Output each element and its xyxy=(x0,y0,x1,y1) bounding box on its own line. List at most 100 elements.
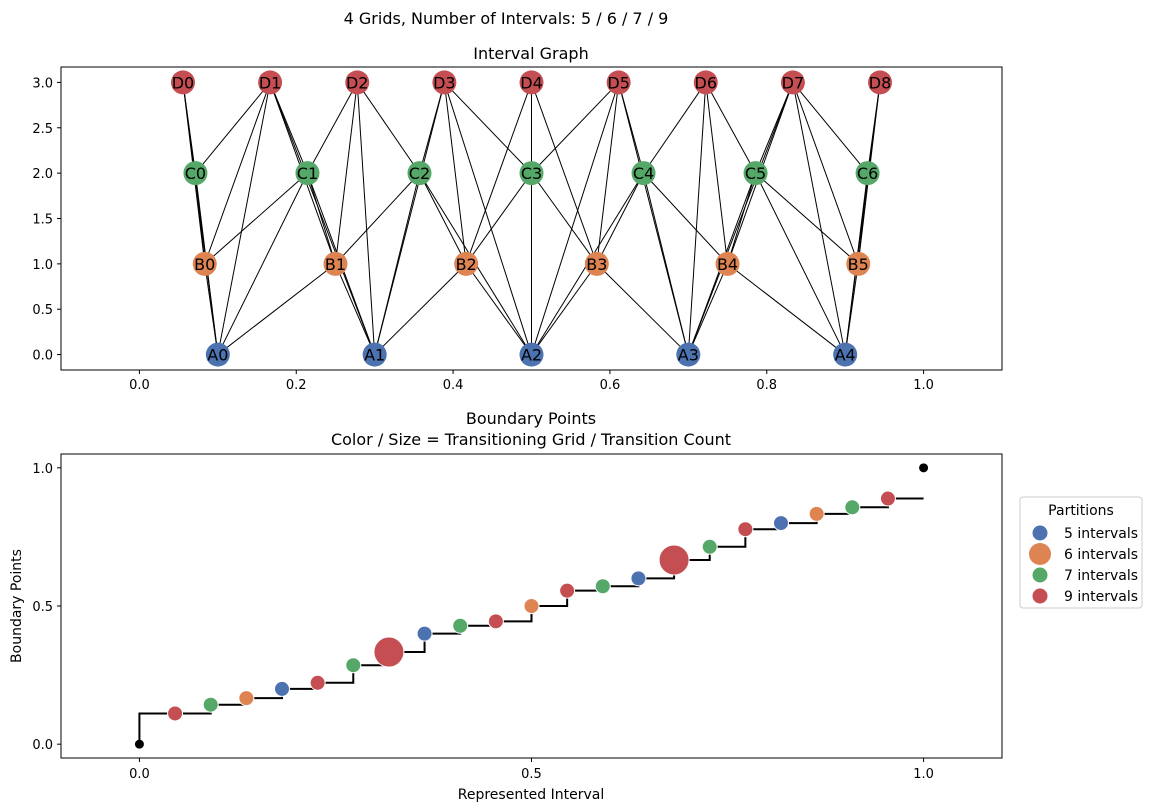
boundary-point xyxy=(487,613,504,630)
graph-node-A0 xyxy=(205,342,230,367)
graph-node-label-A3: A3 xyxy=(678,346,699,365)
y-tick-label: 1.5 xyxy=(32,213,53,228)
legend-label-6: 6 intervals xyxy=(1064,547,1138,563)
boundary-point xyxy=(416,625,433,642)
graph-edge-B4-D6 xyxy=(705,82,729,264)
legend-title: Partitions xyxy=(1048,503,1114,519)
graph-node-label-C5: C5 xyxy=(745,164,766,183)
graph-node-B0 xyxy=(192,251,217,276)
graph-edge-A2-B3 xyxy=(531,263,598,355)
graph-edge-A2-D3 xyxy=(443,82,532,355)
graph-node-D1 xyxy=(258,70,283,95)
graph-edge-B3-C4 xyxy=(596,172,644,265)
graph-node-D8 xyxy=(868,70,893,95)
boundary-point xyxy=(630,570,647,587)
boundary-points-x-axis: 0.0 0.5 1.0 xyxy=(129,758,934,782)
interval-graph-x-axis: 0.0 0.2 0.4 0.6 0.8 1.0 xyxy=(129,370,934,393)
graph-edge-C6-D8 xyxy=(867,82,881,174)
boundary-point xyxy=(559,582,576,599)
graph-node-label-D4: D4 xyxy=(520,73,543,92)
graph-edge-A4-B4 xyxy=(727,263,846,355)
y-tick-label: 0.0 xyxy=(32,738,53,753)
x-tick-label: 0.0 xyxy=(129,767,150,782)
legend-box xyxy=(1019,496,1143,609)
boundary-point xyxy=(238,690,255,707)
graph-node-label-C3: C3 xyxy=(521,164,542,183)
graph-node-D3 xyxy=(432,70,457,95)
graph-edge-A3-D5 xyxy=(618,82,689,355)
graph-edge-C5-D6 xyxy=(705,82,756,174)
graph-node-C2 xyxy=(407,161,432,186)
boundary-point xyxy=(737,521,754,538)
graph-edge-A1-D3 xyxy=(374,82,445,355)
graph-edge-B3-D4 xyxy=(531,82,598,265)
graph-edge-A1-D2 xyxy=(356,82,376,355)
graph-edge-B3-C3 xyxy=(531,172,598,265)
graph-node-label-C0: C0 xyxy=(185,164,206,183)
boundary-point xyxy=(167,705,184,722)
y-tick-label: 2.0 xyxy=(32,167,53,182)
graph-edge-B1-D2 xyxy=(334,82,358,264)
graph-node-A2 xyxy=(519,342,544,367)
graph-edge-A3-B4 xyxy=(687,263,729,355)
graph-node-C0 xyxy=(183,161,208,186)
boundary-step-path xyxy=(138,497,924,745)
graph-node-label-B5: B5 xyxy=(848,255,869,274)
interval-graph-edges xyxy=(182,82,881,355)
graph-node-A1 xyxy=(362,342,387,367)
legend-label-9: 9 intervals xyxy=(1064,589,1138,605)
y-tick-label: 1.0 xyxy=(32,462,53,477)
graph-edge-B5-C5 xyxy=(755,172,859,265)
graph-node-label-D8: D8 xyxy=(869,73,892,92)
legend-marker-6 xyxy=(1029,543,1051,565)
graph-edge-C0-D1 xyxy=(195,82,271,174)
boundary-point xyxy=(202,696,219,713)
graph-node-C6 xyxy=(855,161,880,186)
graph-node-D6 xyxy=(693,70,718,95)
x-tick-label: 0.5 xyxy=(521,767,542,782)
interval-graph-panel: Interval Graph A0 A1 A2 A3 A4 B0 B1 B2 B3 B4 B5 C0 C… xyxy=(32,44,1003,393)
y-tick-label: 3.0 xyxy=(32,76,53,91)
legend-marker-7 xyxy=(1032,567,1048,583)
graph-edge-A2-B2 xyxy=(465,263,532,355)
boundary-step-line xyxy=(138,497,924,745)
graph-edge-C0-D0 xyxy=(182,82,196,174)
graph-edge-A0-C1 xyxy=(217,172,308,355)
graph-node-label-B1: B1 xyxy=(325,255,346,274)
interval-graph-y-axis: 0.0 0.5 1.0 1.5 2.0 2.5 3.0 xyxy=(32,76,61,364)
interval-graph-nodes: A0 A1 A2 A3 A4 B0 B1 B2 B3 B4 B5 C0 C1 C2 C3 C4 C5 C6 D0 D1… xyxy=(170,70,893,367)
legend-marker-9 xyxy=(1032,588,1048,604)
boundary-point xyxy=(594,578,611,595)
figure-suptitle: 4 Grids, Number of Intervals: 5 / 6 / 7 … xyxy=(344,9,669,28)
y-tick-label: 1.0 xyxy=(32,258,53,273)
boundary-points-ylabel: Boundary Points xyxy=(9,549,25,663)
graph-edge-B0-C1 xyxy=(204,172,308,265)
graph-edge-B1-C2 xyxy=(335,172,420,265)
boundary-point xyxy=(808,505,825,522)
graph-node-B1 xyxy=(323,251,348,276)
boundary-points-panel: Boundary Points Color / Size = Transitio… xyxy=(9,409,1143,803)
x-tick-label: 0.4 xyxy=(443,378,464,393)
graph-edge-A1-B1 xyxy=(334,263,376,355)
x-tick-label: 0.8 xyxy=(756,378,777,393)
graph-edge-A3-B3 xyxy=(596,263,689,355)
graph-node-label-A1: A1 xyxy=(364,346,385,365)
boundary-point xyxy=(452,617,469,634)
boundary-point xyxy=(345,657,362,674)
boundary-points-title: Boundary Points xyxy=(466,409,596,428)
y-tick-label: 0.0 xyxy=(32,349,53,364)
boundary-point xyxy=(658,544,690,576)
graph-edge-A0-B1 xyxy=(217,263,336,355)
graph-node-B2 xyxy=(454,251,479,276)
boundary-point xyxy=(309,674,326,691)
graph-node-D5 xyxy=(606,70,631,95)
boundary-point xyxy=(373,636,405,668)
graph-node-label-C1: C1 xyxy=(297,164,318,183)
graph-node-A4 xyxy=(833,342,858,367)
x-tick-label: 0.0 xyxy=(129,378,150,393)
graph-node-label-D0: D0 xyxy=(172,73,195,92)
graph-edge-C2-D2 xyxy=(356,82,420,174)
boundary-points-xlabel: Represented Interval xyxy=(458,787,605,803)
legend-marker-5 xyxy=(1032,525,1048,541)
